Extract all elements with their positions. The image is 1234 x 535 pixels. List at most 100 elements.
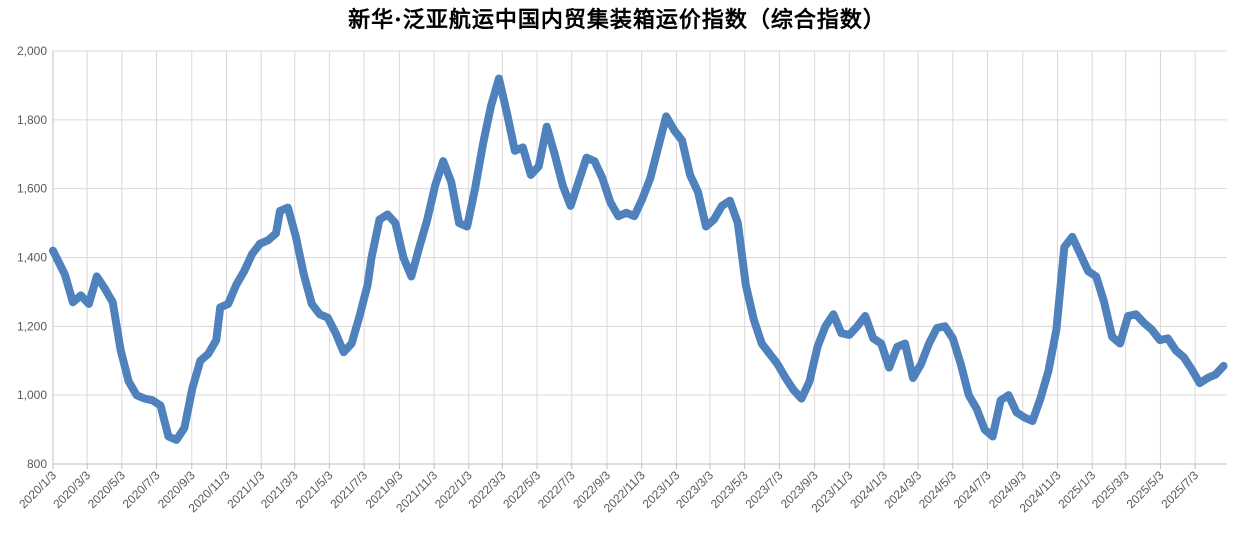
- data-point: [368, 254, 376, 261]
- data-point: [272, 229, 280, 237]
- data-point: [606, 198, 614, 206]
- data-point: [901, 340, 909, 348]
- data-point: [981, 426, 989, 434]
- data-point: [284, 204, 292, 212]
- data-point: [1028, 417, 1036, 425]
- data-point: [638, 195, 646, 203]
- data-point: [710, 216, 718, 224]
- data-point: [551, 150, 559, 158]
- data-point: [630, 212, 638, 220]
- data-point: [157, 401, 164, 409]
- data-point: [925, 340, 933, 348]
- data-point: [511, 147, 519, 155]
- data-point: [292, 233, 300, 241]
- data-point: [256, 240, 264, 248]
- data-point: [877, 340, 885, 348]
- data-point: [583, 154, 591, 162]
- data-point: [718, 202, 726, 210]
- data-point: [240, 267, 248, 275]
- data-point: [989, 432, 997, 440]
- data-point: [598, 174, 606, 182]
- data-point: [61, 271, 69, 279]
- data-point: [694, 188, 702, 196]
- y-axis-ticks: 800 1,000 1,200 1,400 1,600 1,800 2,000: [17, 44, 47, 471]
- data-point: [180, 424, 188, 432]
- data-point: [1052, 326, 1060, 334]
- data-point: [391, 219, 399, 227]
- data-point: [1180, 353, 1188, 361]
- y-tick-label: 800: [27, 457, 47, 471]
- data-point: [726, 197, 734, 205]
- data-point: [164, 432, 172, 440]
- data-point: [455, 219, 463, 227]
- data-point: [1220, 362, 1228, 370]
- data-point: [248, 250, 256, 258]
- data-point: [535, 162, 543, 170]
- data-point: [861, 312, 869, 320]
- data-point: [1204, 374, 1212, 382]
- data-point: [1148, 326, 1156, 334]
- data-point: [69, 298, 77, 306]
- grid-lines: [52, 50, 1227, 469]
- data-point: [423, 216, 431, 224]
- x-tick-label: 2022/7/3: [535, 468, 578, 511]
- data-point: [829, 310, 837, 318]
- data-point: [1116, 340, 1124, 348]
- x-tick-label: 2021/7/3: [327, 468, 370, 511]
- x-tick-label: 2025/3/3: [1089, 468, 1132, 511]
- x-tick-label: 2024/7/3: [951, 468, 994, 511]
- data-point: [172, 436, 180, 444]
- x-tick-label: 2023/7/3: [743, 468, 786, 511]
- data-point: [1156, 336, 1164, 344]
- x-tick-label: 2020/3/3: [50, 468, 93, 511]
- x-tick-label: 2025/7/3: [1158, 468, 1201, 511]
- data-point: [1100, 298, 1108, 306]
- data-point: [276, 207, 284, 215]
- data-point: [149, 396, 157, 404]
- data-point: [702, 223, 710, 231]
- data-point: [1021, 414, 1029, 422]
- data-point: [949, 334, 957, 342]
- data-point: [216, 303, 224, 311]
- y-tick-label: 1,200: [17, 319, 47, 333]
- data-point: [383, 210, 391, 218]
- data-point: [750, 315, 758, 323]
- data-point: [662, 112, 670, 120]
- data-point: [559, 181, 567, 189]
- data-point: [1092, 272, 1100, 280]
- data-point: [909, 374, 917, 382]
- x-tick-label: 2023/3/3: [673, 468, 716, 511]
- data-point: [196, 357, 204, 365]
- data-point: [917, 360, 925, 368]
- data-point: [85, 300, 93, 308]
- data-point: [567, 202, 575, 210]
- data-point: [232, 281, 240, 289]
- data-point: [527, 171, 535, 179]
- x-tick-label: 2021/3/3: [258, 468, 301, 511]
- x-tick-label: 2022/5/3: [500, 468, 543, 511]
- data-point: [1188, 365, 1196, 373]
- data-point: [845, 331, 853, 339]
- y-tick-label: 1,800: [17, 113, 47, 127]
- data-point: [686, 171, 694, 179]
- data-point: [742, 281, 750, 289]
- data-point: [356, 312, 364, 320]
- data-point: [1212, 371, 1220, 379]
- data-point: [758, 340, 766, 348]
- data-point: [93, 272, 101, 280]
- data-point: [1172, 346, 1180, 354]
- data-point: [503, 109, 511, 117]
- data-point: [1076, 250, 1084, 258]
- y-tick-label: 1,000: [17, 388, 47, 402]
- data-point: [806, 377, 813, 385]
- data-point: [204, 350, 212, 358]
- data-point: [774, 360, 782, 368]
- data-point: [646, 174, 654, 182]
- data-point: [1196, 379, 1204, 387]
- data-point: [734, 219, 742, 227]
- data-point: [654, 143, 662, 151]
- data-point: [933, 324, 941, 332]
- data-point: [188, 384, 196, 392]
- data-point: [117, 346, 125, 354]
